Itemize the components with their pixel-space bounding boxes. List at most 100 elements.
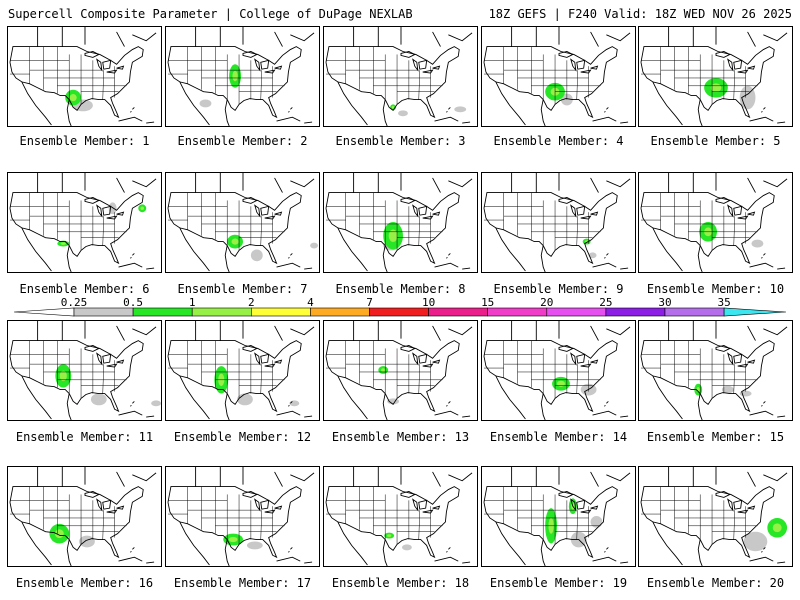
member-map bbox=[483, 27, 631, 126]
coastline bbox=[749, 410, 786, 418]
ensemble-map-panel bbox=[638, 172, 793, 273]
legend-tick-label: 4 bbox=[307, 296, 314, 309]
legend-arrow-high bbox=[723, 307, 787, 317]
legend-tick-label: 30 bbox=[658, 296, 671, 309]
coastline bbox=[558, 491, 599, 514]
coastline bbox=[276, 410, 313, 418]
coastline bbox=[434, 116, 471, 124]
scp-shading-core bbox=[140, 206, 145, 211]
scp-shading-core bbox=[228, 536, 238, 543]
coastline bbox=[21, 81, 72, 126]
member-map bbox=[640, 173, 788, 272]
state-borders bbox=[325, 500, 443, 532]
coastline bbox=[353, 173, 473, 193]
model-valid-time: 18Z GEFS | F240 Valid: 18Z WED NOV 26 20… bbox=[488, 7, 792, 21]
ensemble-map-panel bbox=[323, 172, 478, 273]
scp-shading-core bbox=[556, 380, 565, 387]
coastline bbox=[668, 173, 788, 193]
member-map bbox=[167, 173, 319, 272]
coastline bbox=[668, 321, 788, 341]
scp-shading-low bbox=[250, 249, 263, 262]
member-map bbox=[9, 467, 157, 566]
coastline bbox=[337, 521, 388, 566]
coastline bbox=[640, 340, 775, 413]
ensemble-member-label: Ensemble Member: 13 bbox=[331, 430, 470, 444]
coastline bbox=[495, 521, 546, 566]
coastline bbox=[325, 46, 460, 119]
coastline bbox=[446, 253, 451, 259]
ensemble-map-panel bbox=[165, 26, 320, 127]
state-borders bbox=[167, 206, 285, 238]
coastline bbox=[242, 345, 283, 368]
member-map bbox=[483, 321, 631, 420]
coastline bbox=[337, 81, 388, 126]
coastline bbox=[652, 227, 703, 272]
ensemble-map-panel bbox=[7, 172, 162, 273]
coastline bbox=[446, 107, 451, 113]
coastline bbox=[21, 521, 72, 566]
legend-arrow-low bbox=[13, 307, 75, 317]
ensemble-map-panel bbox=[481, 172, 636, 273]
chart-title: Supercell Composite Parameter | College … bbox=[8, 7, 413, 21]
state-borders bbox=[483, 500, 601, 532]
coastline bbox=[640, 192, 775, 265]
coastline bbox=[715, 197, 756, 220]
coastline bbox=[288, 253, 293, 259]
ensemble-map-panel bbox=[7, 26, 162, 127]
legend-color-bin bbox=[132, 307, 193, 317]
scp-shading-low bbox=[246, 541, 263, 550]
coastline bbox=[749, 556, 786, 564]
state-borders bbox=[325, 60, 443, 92]
legend-tick-label: 20 bbox=[540, 296, 553, 309]
coastline bbox=[242, 197, 283, 220]
coastline bbox=[242, 491, 283, 514]
coastline bbox=[9, 192, 144, 265]
coastline bbox=[558, 197, 599, 220]
ensemble-member-label: Ensemble Member: 12 bbox=[173, 430, 312, 444]
legend-color-bin bbox=[428, 307, 489, 317]
ensemble-member-label: Ensemble Member: 2 bbox=[177, 134, 308, 148]
coastline bbox=[511, 321, 631, 341]
ensemble-member-label: Ensemble Member: 19 bbox=[489, 576, 628, 590]
coastline bbox=[668, 467, 788, 487]
ensemble-member-label: Ensemble Member: 5 bbox=[650, 134, 781, 148]
scp-shading-core bbox=[381, 368, 386, 372]
scp-shading-low bbox=[743, 531, 768, 552]
member-map bbox=[9, 321, 161, 420]
coastline bbox=[9, 46, 144, 119]
ensemble-map-panel bbox=[481, 466, 636, 567]
member-map bbox=[640, 321, 788, 420]
legend-color-bin bbox=[369, 307, 429, 317]
ensemble-map-panel bbox=[323, 320, 478, 421]
coastline bbox=[195, 467, 315, 487]
coastline bbox=[761, 547, 766, 553]
coastline bbox=[604, 401, 609, 407]
coastline bbox=[118, 262, 155, 270]
ensemble-member-label: Ensemble Member: 17 bbox=[173, 576, 312, 590]
coastline bbox=[400, 197, 441, 220]
coastline bbox=[130, 547, 135, 553]
coastline bbox=[179, 521, 230, 566]
coastline bbox=[337, 227, 388, 272]
coastline bbox=[511, 27, 631, 47]
coastline bbox=[495, 375, 546, 420]
coastline bbox=[640, 46, 775, 119]
coastline bbox=[84, 491, 125, 514]
coastline bbox=[495, 227, 546, 272]
scp-shading-low bbox=[199, 99, 212, 108]
state-borders bbox=[9, 60, 127, 92]
coastline bbox=[37, 27, 157, 47]
scp-shading-low bbox=[79, 535, 95, 548]
coastline bbox=[715, 491, 756, 514]
coastline bbox=[604, 253, 609, 259]
scp-shading-core bbox=[231, 238, 239, 245]
state-borders bbox=[640, 206, 758, 238]
coastline bbox=[276, 116, 313, 124]
coastline bbox=[21, 375, 72, 420]
member-map bbox=[325, 321, 473, 420]
coastline bbox=[276, 556, 313, 564]
coastline bbox=[118, 556, 155, 564]
coastline bbox=[652, 81, 703, 126]
coastline bbox=[9, 340, 144, 413]
coastline bbox=[167, 46, 302, 119]
